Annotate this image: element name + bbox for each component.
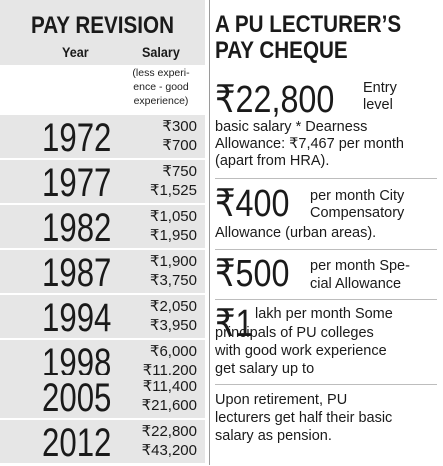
cca-amount: ₹400 xyxy=(215,183,290,225)
cca-label-2: Compensatory xyxy=(310,205,405,221)
principal-label-2: principals of PU colleges xyxy=(215,325,374,341)
row-year: 1982 xyxy=(42,206,112,250)
entry-label-3: basic salary * Dearness xyxy=(215,119,368,135)
row-year: 1987 xyxy=(42,251,112,295)
row-salary-high: ₹1,525 xyxy=(149,182,197,199)
row-year: 1972 xyxy=(42,116,112,160)
year-column-header: Year xyxy=(62,44,89,60)
special-label-1: per month Spe- xyxy=(310,258,410,274)
row-salary-low: ₹1,050 xyxy=(149,208,197,225)
principal-label-4: get salary up to xyxy=(215,361,315,377)
entry-label-1: Entry xyxy=(363,80,397,96)
row-salary-low: ₹6,000 xyxy=(149,343,197,360)
entry-label-2: level xyxy=(363,97,393,113)
salary-note: (less experi- ence - good experience) xyxy=(132,67,190,107)
special-amount: ₹500 xyxy=(215,253,290,295)
row-salary-high: ₹3,750 xyxy=(149,272,197,289)
row-salary-low: ₹22,800 xyxy=(141,423,197,440)
row-salary-low: ₹2,050 xyxy=(149,298,197,315)
table-row: 2005 ₹11,400 ₹21,600 xyxy=(0,375,205,420)
row-salary-low: ₹750 xyxy=(162,163,197,180)
column-divider xyxy=(209,0,210,465)
pension-label-2: lecturers get half their basic xyxy=(215,410,393,426)
pay-revision-header xyxy=(0,0,205,65)
row-salary-high: ₹11,200 xyxy=(142,362,197,379)
entry-label-5: (apart from HRA). xyxy=(215,153,330,169)
cca-label-3: Allowance (urban areas). xyxy=(215,225,377,241)
row-salary-high: ₹3,950 xyxy=(149,317,197,334)
table-row: 1977 ₹750 ₹1,525 xyxy=(0,160,205,205)
pension-label-3: salary as pension. xyxy=(215,428,332,444)
cca-label-1: per month City xyxy=(310,188,405,204)
principal-amount: ₹1 xyxy=(215,303,254,345)
row-salary-high: ₹21,600 xyxy=(141,397,197,414)
row-salary-low: ₹11,400 xyxy=(142,378,197,395)
pay-cheque-title: A PU LECTURER’S PAY CHEQUE xyxy=(215,11,402,64)
row-year: 1977 xyxy=(42,161,112,205)
special-label-2: cial Allowance xyxy=(310,276,402,292)
salary-column-header: Salary xyxy=(142,44,180,60)
section-divider xyxy=(215,299,437,300)
row-salary-high: ₹43,200 xyxy=(141,442,197,459)
entry-label-4: Allowance: ₹7,467 per month xyxy=(215,136,404,152)
table-row: 1987 ₹1,900 ₹3,750 xyxy=(0,250,205,295)
section-divider xyxy=(215,249,437,250)
table-row: 2012 ₹22,800 ₹43,200 xyxy=(0,420,205,465)
table-row: 1982 ₹1,050 ₹1,950 xyxy=(0,205,205,250)
principal-label-3: with good work experience xyxy=(215,343,387,359)
row-year: 2012 xyxy=(42,421,112,465)
row-salary-low: ₹300 xyxy=(162,118,197,135)
table-row: 1994 ₹2,050 ₹3,950 xyxy=(0,295,205,340)
principal-label-1: lakh per month Some xyxy=(255,306,393,322)
entry-salary-amount: ₹22,800 xyxy=(215,79,335,121)
row-salary-high: ₹1,950 xyxy=(149,227,197,244)
pay-revision-title: PAY REVISION xyxy=(30,12,175,39)
row-year: 1994 xyxy=(42,296,112,340)
table-row: 1972 ₹300 ₹700 xyxy=(0,115,205,160)
section-divider xyxy=(215,178,437,179)
pension-label-1: Upon retirement, PU xyxy=(215,392,348,408)
row-salary-low: ₹1,900 xyxy=(149,253,197,270)
row-salary-high: ₹700 xyxy=(162,137,197,154)
row-year: 2005 xyxy=(42,376,112,420)
section-divider xyxy=(215,384,437,385)
